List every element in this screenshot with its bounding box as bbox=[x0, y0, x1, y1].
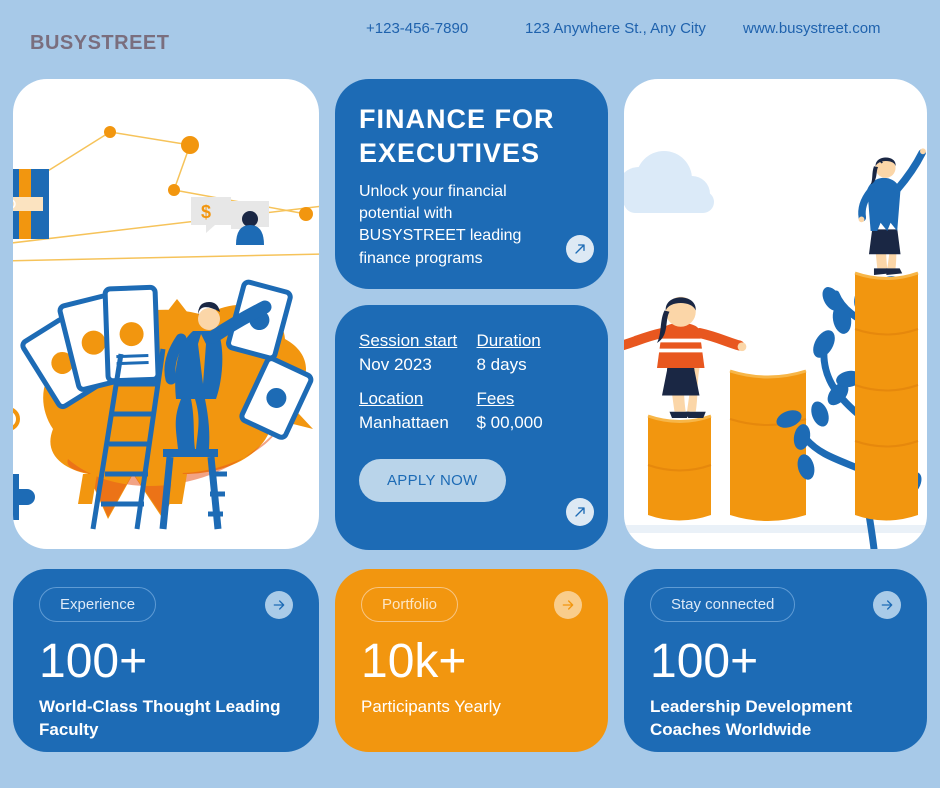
svg-text:$: $ bbox=[201, 202, 211, 222]
